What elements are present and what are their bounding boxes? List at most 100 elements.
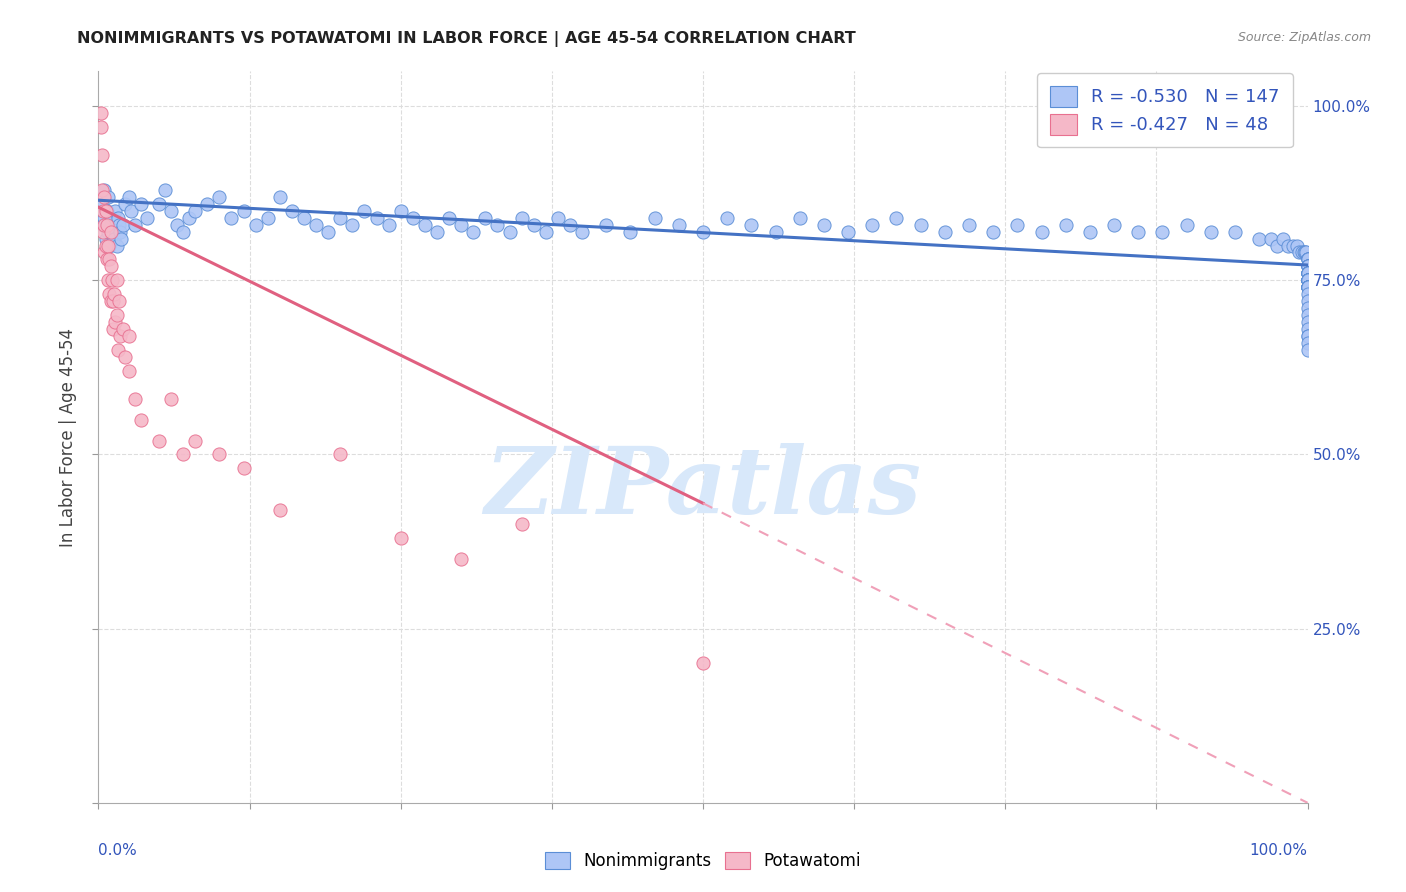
Point (692, 225, 714, 239)
Point (110, 231, 132, 245)
Point (353, 203, 375, 218)
Point (1175, 218, 1198, 232)
Point (1249, 231, 1271, 245)
Point (245, 218, 267, 232)
Point (1223, 225, 1246, 239)
Point (910, 218, 932, 232)
Point (1152, 225, 1174, 239)
Point (1285, 238, 1308, 252)
Point (292, 211, 315, 225)
Point (1277, 238, 1299, 252)
Point (1272, 231, 1295, 245)
Point (1296, 280, 1319, 294)
Point (269, 503, 291, 517)
Point (100, 218, 122, 232)
Point (94, 238, 117, 252)
Point (1296, 280, 1319, 294)
Point (103, 287, 125, 301)
Point (1296, 329, 1319, 343)
Point (1007, 218, 1029, 232)
Point (1296, 266, 1319, 280)
Text: ZIPatlas: ZIPatlas (485, 443, 921, 533)
Point (1296, 266, 1319, 280)
Point (1296, 273, 1319, 287)
Point (221, 211, 243, 225)
Point (1296, 273, 1319, 287)
Point (101, 322, 124, 336)
Point (93, 190, 115, 204)
Point (98, 238, 121, 252)
Point (96, 203, 118, 218)
Point (1296, 301, 1319, 316)
Point (305, 218, 328, 232)
Point (510, 517, 533, 532)
Point (118, 190, 141, 204)
Point (1296, 280, 1319, 294)
Point (118, 364, 141, 378)
Point (389, 203, 412, 218)
Point (160, 203, 183, 218)
Point (172, 225, 194, 239)
Point (498, 225, 520, 239)
Point (1296, 322, 1319, 336)
Point (114, 196, 136, 211)
Point (1296, 280, 1319, 294)
Point (96, 252, 118, 267)
Point (547, 211, 569, 225)
Point (1031, 225, 1053, 239)
Point (105, 308, 128, 322)
Point (1296, 273, 1319, 287)
Point (366, 211, 388, 225)
Point (208, 190, 231, 204)
Text: 0.0%: 0.0% (98, 843, 138, 858)
Point (93, 245, 115, 260)
Point (208, 448, 231, 462)
Point (1292, 245, 1315, 260)
Point (1296, 266, 1319, 280)
Point (426, 225, 449, 239)
Point (486, 218, 509, 232)
Point (389, 531, 412, 545)
Point (232, 203, 254, 218)
Point (124, 392, 146, 406)
Point (1296, 252, 1319, 267)
Point (1296, 260, 1319, 274)
Point (668, 218, 690, 232)
Point (1296, 308, 1319, 322)
Y-axis label: In Labor Force | Age 45-54: In Labor Force | Age 45-54 (59, 327, 77, 547)
Point (148, 196, 170, 211)
Point (1296, 273, 1319, 287)
Point (100, 211, 122, 225)
Point (1296, 260, 1319, 274)
Point (100, 273, 122, 287)
Point (1291, 245, 1313, 260)
Point (1296, 280, 1319, 294)
Point (595, 218, 617, 232)
Point (644, 211, 666, 225)
Point (329, 211, 352, 225)
Point (1296, 280, 1319, 294)
Point (1296, 336, 1319, 351)
Point (98, 252, 121, 267)
Point (1260, 231, 1282, 245)
Point (1128, 225, 1150, 239)
Point (103, 231, 125, 245)
Point (316, 225, 339, 239)
Text: Source: ZipAtlas.com: Source: ZipAtlas.com (1237, 31, 1371, 45)
Point (98, 287, 121, 301)
Point (450, 218, 472, 232)
Point (523, 218, 546, 232)
Point (129, 412, 152, 426)
Point (1296, 329, 1319, 343)
Point (1267, 238, 1289, 252)
Point (1295, 245, 1317, 260)
Point (1078, 225, 1101, 239)
Point (342, 218, 364, 232)
Point (329, 448, 352, 462)
Legend: R = -0.530   N = 147, R = -0.427   N = 48: R = -0.530 N = 147, R = -0.427 N = 48 (1038, 73, 1292, 147)
Point (1288, 245, 1310, 260)
Point (256, 211, 278, 225)
Point (91, 148, 114, 162)
Point (111, 218, 134, 232)
Point (1296, 260, 1319, 274)
